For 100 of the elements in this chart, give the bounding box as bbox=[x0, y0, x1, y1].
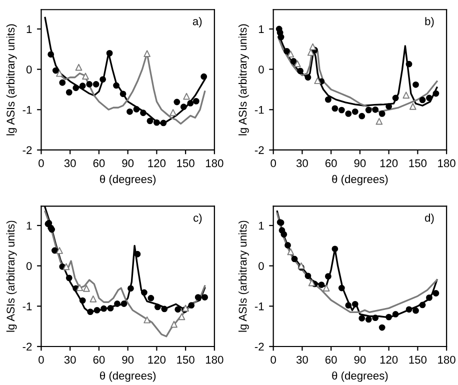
point bbox=[386, 103, 392, 110]
point bbox=[402, 92, 410, 99]
x-tick-label: 120 bbox=[148, 356, 166, 364]
point bbox=[56, 247, 63, 254]
point bbox=[365, 316, 372, 323]
point bbox=[322, 284, 330, 292]
y-tick-label: 1 bbox=[258, 222, 264, 230]
point bbox=[94, 307, 100, 314]
point bbox=[120, 90, 126, 98]
x-tick-label: 150 bbox=[409, 356, 427, 364]
point bbox=[170, 320, 178, 328]
point bbox=[372, 106, 379, 113]
x-tick-label: 60 bbox=[325, 356, 337, 364]
y-axis-title: lg ASIs (arbitrary units) bbox=[238, 220, 249, 332]
point bbox=[174, 306, 182, 313]
point bbox=[426, 94, 432, 102]
point bbox=[75, 64, 82, 71]
y-axis-title: lg ASIs (arbitrary units) bbox=[6, 24, 17, 136]
point bbox=[174, 98, 180, 106]
point bbox=[376, 118, 383, 125]
point bbox=[386, 314, 392, 320]
point bbox=[284, 242, 291, 248]
x-tick-label: 120 bbox=[148, 159, 166, 168]
annotation: c) bbox=[194, 214, 202, 224]
y-tick-label: 0 bbox=[258, 66, 264, 74]
x-tick-label: 120 bbox=[380, 159, 398, 168]
point bbox=[113, 82, 120, 89]
point bbox=[170, 109, 176, 116]
x-tick-label: 0 bbox=[38, 159, 44, 168]
x-axis-title: θ (degrees) bbox=[100, 371, 156, 382]
point bbox=[409, 102, 416, 110]
point bbox=[90, 295, 97, 302]
point bbox=[133, 106, 140, 112]
point bbox=[392, 311, 399, 318]
y-tick-label: 0 bbox=[26, 66, 32, 74]
annotation: d) bbox=[425, 214, 434, 224]
point bbox=[192, 98, 200, 104]
point bbox=[87, 308, 94, 316]
point bbox=[294, 60, 301, 68]
point bbox=[188, 302, 195, 309]
point bbox=[82, 72, 89, 80]
x-tick-label: 150 bbox=[409, 159, 427, 168]
x-tick-label: 30 bbox=[296, 356, 308, 364]
point bbox=[287, 248, 294, 256]
x-tick-label: 180 bbox=[206, 159, 224, 168]
point bbox=[126, 108, 133, 115]
point bbox=[134, 250, 141, 258]
point bbox=[148, 294, 154, 302]
x-tick-label: 60 bbox=[93, 356, 105, 364]
y-axis-title: lg ASIs (arbitrary units) bbox=[238, 24, 249, 136]
x-tick-label: 0 bbox=[270, 159, 276, 168]
point bbox=[412, 307, 419, 314]
point bbox=[352, 108, 358, 115]
point bbox=[372, 314, 379, 322]
point bbox=[345, 110, 352, 117]
y-tick-label: 0 bbox=[258, 262, 264, 270]
point bbox=[406, 306, 412, 313]
point bbox=[324, 273, 332, 280]
point bbox=[345, 302, 352, 309]
point bbox=[378, 324, 386, 331]
point bbox=[426, 294, 432, 301]
point bbox=[365, 106, 372, 114]
y-tick-label: -1 bbox=[254, 302, 264, 310]
point bbox=[352, 300, 358, 308]
x-tick-label: 60 bbox=[325, 159, 337, 168]
point bbox=[194, 294, 202, 300]
y-tick-label: -2 bbox=[22, 342, 32, 351]
x-tick-label: 180 bbox=[438, 356, 456, 364]
point bbox=[92, 81, 100, 88]
y-tick-label: 1 bbox=[26, 222, 32, 230]
point bbox=[48, 51, 54, 58]
y-tick-label: 1 bbox=[26, 25, 32, 34]
x-tick-label: 90 bbox=[354, 159, 366, 168]
point bbox=[358, 315, 366, 322]
point bbox=[180, 104, 187, 110]
y-tick-label: -1 bbox=[22, 106, 32, 114]
point bbox=[62, 263, 70, 270]
point bbox=[304, 272, 312, 280]
annotation: a) bbox=[192, 17, 202, 28]
y-tick-label: -2 bbox=[22, 146, 32, 154]
point bbox=[290, 58, 297, 64]
point bbox=[154, 304, 161, 310]
point bbox=[332, 105, 338, 112]
point bbox=[56, 70, 63, 77]
point bbox=[419, 302, 426, 308]
line-series bbox=[44, 16, 206, 125]
point bbox=[308, 279, 316, 286]
point bbox=[144, 316, 151, 324]
point bbox=[392, 94, 399, 102]
x-tick-label: 150 bbox=[177, 356, 194, 364]
point bbox=[406, 60, 412, 68]
point bbox=[128, 285, 134, 292]
y-tick-label: 1 bbox=[258, 25, 264, 34]
point bbox=[120, 300, 128, 307]
x-axis-title: θ (degrees) bbox=[332, 371, 388, 382]
y-tick-label: -1 bbox=[254, 106, 264, 114]
point bbox=[378, 110, 386, 117]
point bbox=[419, 96, 426, 104]
point bbox=[332, 246, 338, 252]
annotation: b) bbox=[425, 17, 434, 28]
